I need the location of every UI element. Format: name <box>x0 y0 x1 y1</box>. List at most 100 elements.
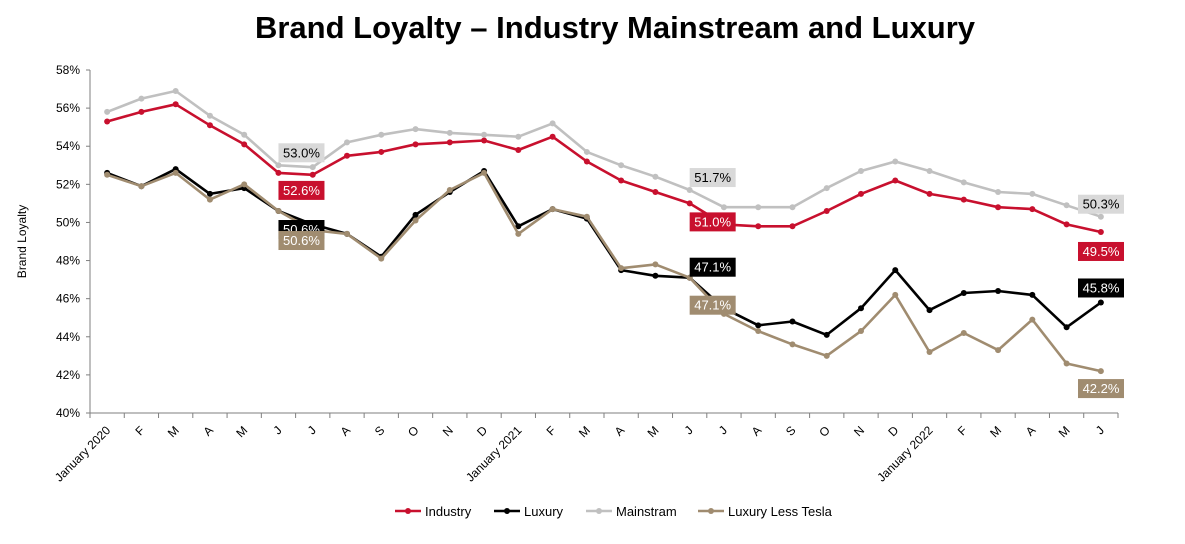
data-label-box <box>1078 194 1124 214</box>
x-tick-label: F <box>132 423 147 438</box>
data-label: 45.8% <box>1078 278 1124 298</box>
data-point <box>1029 316 1036 323</box>
data-point <box>618 162 625 169</box>
data-point <box>892 267 899 274</box>
x-tick-label: M <box>576 423 593 440</box>
data-point <box>1029 291 1036 298</box>
legend-label: Industry <box>425 504 472 519</box>
series-layer <box>104 87 1104 375</box>
y-tick-label: 54% <box>56 139 80 153</box>
series-line <box>106 103 1102 234</box>
data-point <box>1097 228 1104 235</box>
x-tick-label: J <box>716 423 730 437</box>
data-point <box>652 272 659 279</box>
data-labels-layer: 53.0%52.6%50.6%50.6%51.7%51.0%47.1%47.1%… <box>278 143 1124 399</box>
x-tick-label: J <box>1093 423 1107 437</box>
data-label-box <box>689 212 736 232</box>
data-point <box>1029 190 1036 197</box>
x-tick-label: J <box>270 423 284 437</box>
data-point <box>823 352 830 359</box>
data-label-box <box>278 231 325 251</box>
data-label: 47.1% <box>689 295 736 315</box>
data-point <box>481 137 488 144</box>
data-point <box>172 101 179 108</box>
data-point <box>960 329 967 336</box>
data-label-text: 47.1% <box>694 298 731 313</box>
data-label: 53.0% <box>278 143 325 163</box>
series-line <box>106 89 1102 218</box>
data-point <box>412 217 419 224</box>
data-point <box>755 322 762 329</box>
data-point <box>241 131 248 138</box>
data-point <box>583 148 590 155</box>
data-point <box>583 158 590 165</box>
legend-item: Luxury Less Tesla <box>698 504 833 519</box>
data-point <box>241 141 248 148</box>
data-point <box>206 112 213 119</box>
data-point <box>172 87 179 94</box>
data-point <box>926 307 933 314</box>
data-point <box>515 230 522 237</box>
data-point <box>138 108 145 115</box>
data-point <box>1063 221 1070 228</box>
data-label-text: 49.5% <box>1083 244 1120 259</box>
data-point <box>515 223 522 230</box>
legend-label: Luxury <box>524 504 564 519</box>
legend-marker <box>405 508 411 514</box>
x-tick-label: A <box>338 423 354 439</box>
data-label: 52.6% <box>278 180 325 200</box>
data-point <box>549 120 556 127</box>
data-point <box>892 291 899 298</box>
legend-item: Luxury <box>494 504 564 519</box>
data-point <box>755 204 762 211</box>
data-point <box>412 211 419 218</box>
data-label-text: 53.0% <box>283 145 320 160</box>
data-point <box>789 341 796 348</box>
data-label: 49.5% <box>1078 241 1124 261</box>
x-tick-label: January 2021 <box>463 423 525 485</box>
data-point <box>652 173 659 180</box>
data-label-text: 50.3% <box>1083 197 1120 212</box>
x-tick-label: M <box>165 423 182 440</box>
x-tick-label: O <box>405 423 422 440</box>
data-point <box>789 318 796 325</box>
data-point <box>344 230 350 237</box>
data-label-box <box>689 257 736 277</box>
data-point <box>378 148 385 155</box>
series-line <box>106 171 1102 373</box>
y-tick-label: 44% <box>56 330 80 344</box>
y-tick-label: 40% <box>56 406 80 420</box>
data-point <box>446 187 453 194</box>
data-point <box>686 187 693 194</box>
data-point <box>720 204 727 211</box>
series-luxury-less-tesla <box>104 169 1104 375</box>
data-point <box>481 169 488 176</box>
data-point <box>412 141 419 148</box>
data-point <box>995 204 1002 211</box>
data-point <box>755 223 762 230</box>
data-label-text: 50.6% <box>283 233 320 248</box>
data-point <box>549 206 556 213</box>
x-tick-label: F <box>955 423 970 438</box>
data-point <box>206 190 213 197</box>
series-industry <box>104 101 1104 235</box>
data-point <box>823 208 830 215</box>
y-tick-label: 58% <box>56 63 80 77</box>
data-point <box>412 126 419 133</box>
data-point <box>309 164 316 171</box>
data-point <box>995 288 1002 295</box>
data-label-box <box>1078 278 1124 298</box>
y-tick-label: 42% <box>56 368 80 382</box>
data-point <box>583 213 590 220</box>
x-tick-label: January 2022 <box>874 423 936 485</box>
data-point <box>823 185 830 192</box>
data-point <box>789 223 796 230</box>
data-point <box>789 204 796 211</box>
data-point <box>344 152 350 159</box>
chart-legend: Industry Luxury Mainstram Luxury Less Tesla <box>395 504 833 519</box>
data-point <box>995 188 1002 195</box>
data-point <box>275 169 282 176</box>
chart-axes: 40% 42% 44% 46% 48% 50% 52% 54% 56% 58% Brand Loya… <box>15 63 1119 485</box>
data-label-box <box>278 143 325 163</box>
series-mainstram <box>104 87 1104 220</box>
